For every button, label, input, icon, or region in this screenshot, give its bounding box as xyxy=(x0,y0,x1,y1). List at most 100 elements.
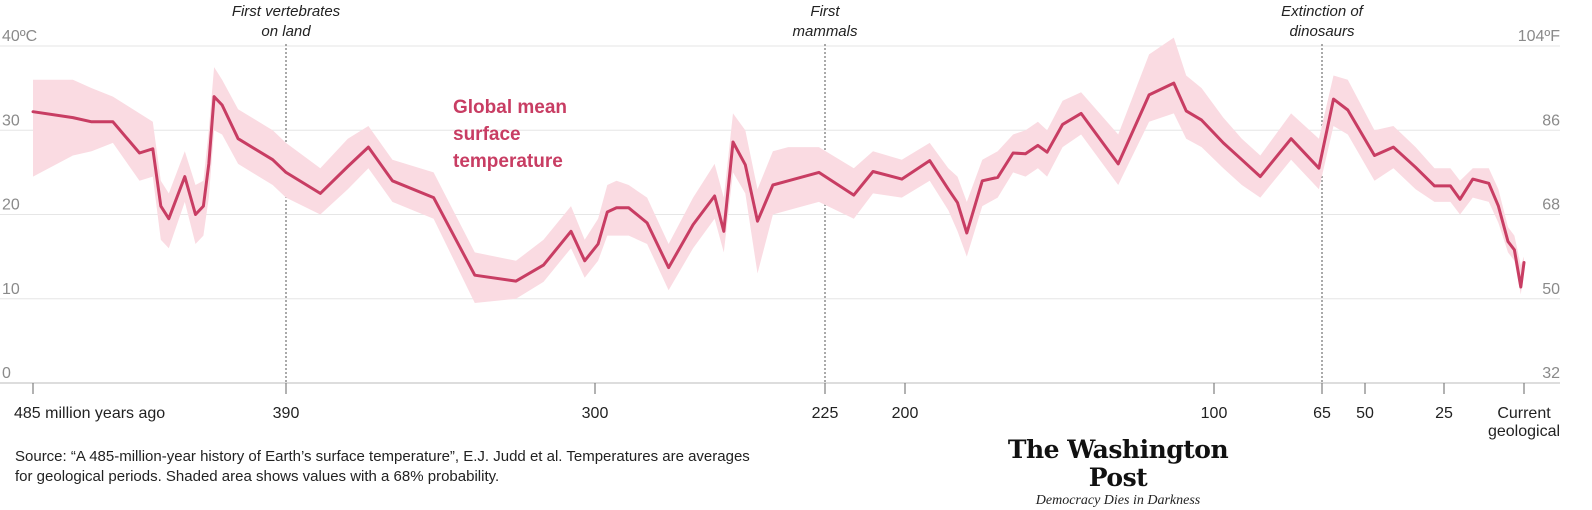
data-point xyxy=(1513,248,1516,251)
data-point xyxy=(1148,93,1151,96)
y-left-tick-label: 20 xyxy=(2,197,20,214)
data-point xyxy=(744,163,747,166)
y-right-tick-label: 104ºF xyxy=(1518,28,1561,45)
data-point xyxy=(606,211,609,214)
data-point xyxy=(1332,98,1335,101)
data-point xyxy=(1392,146,1395,149)
x-tick-label: 200 xyxy=(892,405,919,422)
x-tick-label: 100 xyxy=(1201,405,1228,422)
data-point xyxy=(183,175,186,178)
data-point xyxy=(1200,119,1203,122)
data-point xyxy=(1080,112,1083,115)
data-point xyxy=(732,141,735,144)
series-label-line: temperature xyxy=(453,151,563,172)
y-right-tick-label: 32 xyxy=(1542,365,1560,382)
y-axis-right: 32 50 68 86 104ºF xyxy=(1518,28,1561,382)
data-point xyxy=(1185,109,1188,112)
data-point xyxy=(1240,158,1243,161)
data-point xyxy=(32,110,35,113)
data-point xyxy=(872,170,875,173)
data-point xyxy=(1061,123,1064,126)
data-point xyxy=(1046,151,1049,154)
gridlines xyxy=(0,45,1560,384)
data-point xyxy=(319,192,322,195)
data-point xyxy=(542,264,545,267)
data-point xyxy=(1449,184,1452,187)
data-point xyxy=(367,146,370,149)
data-point xyxy=(667,266,670,269)
annotation-label: on land xyxy=(261,23,311,40)
data-point xyxy=(615,206,618,209)
data-point xyxy=(1373,154,1376,157)
data-point xyxy=(151,147,154,150)
data-point xyxy=(207,162,210,165)
data-point xyxy=(90,120,93,123)
data-point xyxy=(1459,198,1462,201)
data-point xyxy=(928,159,931,162)
data-point xyxy=(111,120,114,123)
y-left-tick-label: 40ºC xyxy=(2,28,37,45)
data-point xyxy=(1519,286,1522,289)
brand-name: The Washington Post xyxy=(1007,435,1229,492)
data-point xyxy=(1523,261,1526,264)
annotation-label: Extinction of xyxy=(1281,3,1365,20)
temperature-chart: 0 10 20 30 40ºC 32 50 68 86 104ºF 485 million ye… xyxy=(0,3,1561,440)
data-point xyxy=(570,230,573,233)
y-left-tick-label: 10 xyxy=(2,281,20,298)
data-point xyxy=(627,206,630,209)
y-left-tick-label: 30 xyxy=(2,112,20,129)
data-point xyxy=(771,184,774,187)
data-point xyxy=(787,179,790,182)
data-point xyxy=(515,280,518,283)
x-axis: 485 million years ago 390 300 225 200 100 65 50… xyxy=(14,383,1560,440)
confidence-band xyxy=(33,37,1524,303)
data-point xyxy=(852,194,855,197)
data-point xyxy=(346,165,349,168)
data-point xyxy=(271,158,274,161)
data-point xyxy=(817,171,820,174)
y-axis-left: 0 10 20 30 40ºC xyxy=(2,28,37,382)
y-right-tick-label: 50 xyxy=(1542,281,1560,298)
data-point xyxy=(1117,162,1120,165)
data-point xyxy=(138,152,141,155)
data-point xyxy=(1317,167,1320,170)
data-point xyxy=(1507,240,1510,243)
data-point xyxy=(996,176,999,179)
data-point xyxy=(1433,184,1436,187)
x-tick-label: 65 xyxy=(1313,405,1331,422)
data-point xyxy=(956,201,959,204)
data-point xyxy=(1036,144,1039,147)
data-point xyxy=(1487,182,1490,185)
series-label-line: surface xyxy=(453,124,521,145)
series-label: Global mean surface temperature xyxy=(453,97,567,172)
data-point xyxy=(167,217,170,220)
annotations: First vertebrates on land First mammals Exti… xyxy=(232,3,1365,40)
temperature-line xyxy=(31,81,1526,289)
annotation-lines xyxy=(285,44,1323,383)
data-point xyxy=(1259,175,1262,178)
data-point xyxy=(159,205,162,208)
data-point xyxy=(194,213,197,216)
y-right-tick-label: 68 xyxy=(1542,197,1560,214)
x-tick-label: 485 million years ago xyxy=(14,405,165,422)
data-point xyxy=(1172,82,1175,85)
data-point xyxy=(473,274,476,277)
x-tick-label: 50 xyxy=(1356,405,1374,422)
x-tick-label: 225 xyxy=(812,405,839,422)
data-point xyxy=(213,95,216,98)
annotation-label: First xyxy=(810,3,840,20)
data-point xyxy=(713,195,716,198)
data-point xyxy=(1414,166,1417,169)
data-point xyxy=(1012,152,1015,155)
annotation-label: mammals xyxy=(792,23,858,40)
series-label-line: Global mean xyxy=(453,97,567,118)
data-point xyxy=(391,179,394,182)
brand-tagline: Democracy Dies in Darkness xyxy=(1035,493,1201,508)
y-left-tick-label: 0 xyxy=(2,365,11,382)
data-point xyxy=(237,137,240,140)
x-tick-label: 25 xyxy=(1435,405,1453,422)
data-point xyxy=(722,230,725,233)
data-point xyxy=(432,196,435,199)
y-right-tick-label: 86 xyxy=(1542,112,1560,129)
x-tick-label: 300 xyxy=(582,405,609,422)
